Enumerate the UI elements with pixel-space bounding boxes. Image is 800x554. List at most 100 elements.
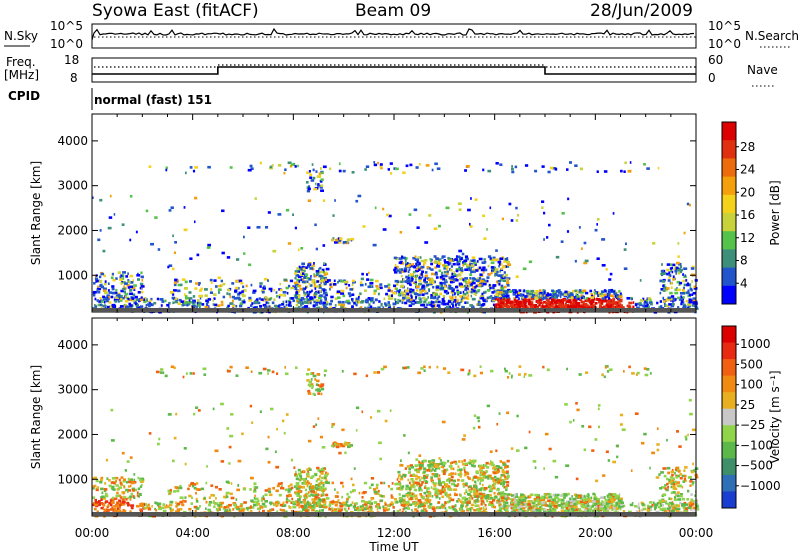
backscatter-cell — [228, 292, 231, 296]
backscatter-cell — [641, 503, 644, 506]
backscatter-cell — [288, 506, 292, 509]
backscatter-cell — [461, 252, 465, 256]
backscatter-cell — [104, 300, 106, 304]
backscatter-cell — [115, 484, 119, 487]
backscatter-cell — [428, 466, 431, 470]
backscatter-cell — [471, 460, 473, 463]
backscatter-cell — [486, 228, 488, 231]
backscatter-cell — [444, 501, 447, 504]
backscatter-cell — [564, 290, 568, 294]
backscatter-cell — [305, 285, 309, 289]
backscatter-cell — [480, 479, 483, 482]
backscatter-cell — [510, 300, 514, 304]
backscatter-cell — [479, 473, 484, 477]
backscatter-cell — [387, 286, 391, 290]
backscatter-cell — [140, 480, 144, 483]
backscatter-cell — [528, 292, 532, 296]
backscatter-cell — [358, 296, 360, 299]
backscatter-cell — [577, 304, 581, 308]
backscatter-cell — [640, 501, 644, 505]
backscatter-cell — [107, 282, 110, 285]
backscatter-cell — [312, 392, 315, 396]
backscatter-cell — [485, 507, 487, 510]
backscatter-cell — [122, 287, 126, 291]
backscatter-cell — [96, 510, 99, 514]
backscatter-cell — [434, 162, 438, 166]
backscatter-cell — [471, 497, 474, 500]
backscatter-cell — [432, 301, 435, 304]
backscatter-cell — [111, 496, 114, 500]
y-tick-label: 3000 — [57, 179, 88, 193]
backscatter-cell — [594, 292, 597, 295]
backscatter-cell — [475, 290, 477, 294]
backscatter-cell — [477, 300, 481, 304]
backscatter-cell — [315, 383, 319, 386]
backscatter-cell — [317, 185, 319, 188]
backscatter-cell — [430, 259, 432, 263]
backscatter-cell — [550, 298, 555, 301]
backscatter-cell — [406, 264, 410, 268]
backscatter-cell — [110, 481, 114, 484]
backscatter-cell — [167, 306, 170, 309]
backscatter-cell — [401, 270, 405, 273]
backscatter-cell — [351, 171, 355, 174]
backscatter-cell — [418, 297, 421, 300]
backscatter-cell — [407, 274, 410, 277]
backscatter-cell — [98, 503, 100, 507]
backscatter-cell — [192, 295, 196, 298]
backscatter-cell — [111, 506, 113, 510]
backscatter-cell — [317, 389, 322, 392]
backscatter-cell — [320, 189, 324, 192]
backscatter-cell — [320, 387, 325, 391]
backscatter-cell — [188, 302, 191, 306]
backscatter-cell — [314, 223, 317, 227]
backscatter-cell — [307, 468, 312, 471]
backscatter-cell — [177, 279, 179, 282]
backscatter-cell — [336, 500, 339, 504]
backscatter-cell — [417, 265, 420, 269]
backscatter-cell — [594, 228, 598, 232]
backscatter-cell — [430, 268, 434, 271]
backscatter-cell — [458, 266, 461, 269]
backscatter-cell — [123, 285, 125, 288]
backscatter-cell — [304, 269, 306, 273]
backscatter-cell — [508, 290, 513, 293]
backscatter-cell — [466, 301, 469, 304]
backscatter-cell — [214, 303, 218, 307]
backscatter-cell — [321, 268, 325, 272]
backscatter-cell — [339, 501, 342, 505]
backscatter-cell — [574, 259, 577, 263]
backscatter-cell — [469, 277, 472, 280]
backscatter-cell — [468, 497, 471, 500]
backscatter-cell — [499, 279, 504, 282]
backscatter-cell — [568, 300, 572, 304]
backscatter-cell — [236, 258, 240, 261]
backscatter-cell — [683, 501, 687, 505]
backscatter-cell — [275, 291, 278, 294]
backscatter-cell — [356, 301, 359, 304]
backscatter-cell — [121, 500, 126, 504]
backscatter-cell — [306, 468, 309, 471]
backscatter-cell — [351, 293, 355, 296]
backscatter-cell — [215, 285, 218, 288]
backscatter-cell — [598, 291, 600, 295]
backscatter-cell — [251, 506, 255, 509]
backscatter-cell — [263, 277, 268, 281]
backscatter-cell — [617, 297, 620, 301]
backscatter-cell — [456, 500, 459, 503]
backscatter-cell — [316, 478, 321, 481]
backscatter-cell — [373, 289, 377, 293]
backscatter-cell — [384, 503, 387, 506]
backscatter-cell — [511, 165, 513, 168]
backscatter-cell — [411, 277, 414, 281]
backscatter-cell — [410, 274, 415, 278]
backscatter-cell — [480, 477, 483, 480]
backscatter-cell — [313, 285, 317, 289]
backscatter-cell — [262, 502, 266, 506]
backscatter-cell — [320, 468, 324, 471]
backscatter-cell — [677, 306, 680, 309]
backscatter-cell — [578, 289, 582, 292]
backscatter-cell — [458, 282, 463, 286]
backscatter-cell — [306, 294, 310, 298]
backscatter-cell — [104, 482, 107, 485]
